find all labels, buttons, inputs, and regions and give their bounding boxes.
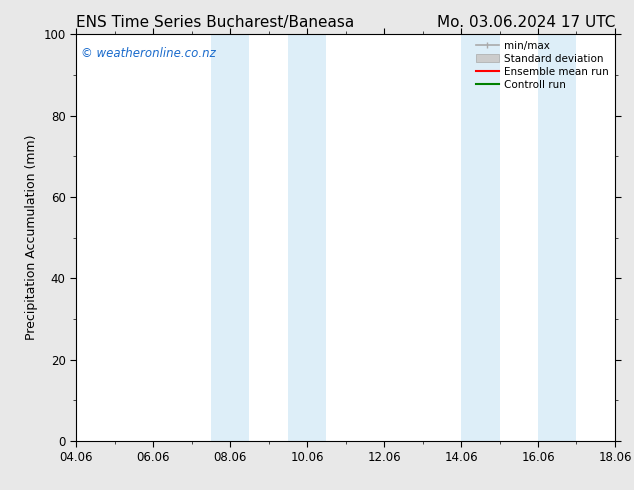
Bar [288, 34, 327, 441]
Bar [210, 34, 249, 441]
Y-axis label: Precipitation Accumulation (mm): Precipitation Accumulation (mm) [25, 135, 38, 341]
Bar [461, 34, 500, 441]
Bar [538, 34, 576, 441]
Text: © weatheronline.co.nz: © weatheronline.co.nz [81, 47, 216, 59]
Text: ENS Time Series Bucharest/Baneasa: ENS Time Series Bucharest/Baneasa [76, 15, 354, 30]
Legend: min/max, Standard deviation, Ensemble mean run, Controll run: min/max, Standard deviation, Ensemble me… [472, 36, 613, 94]
Text: Mo. 03.06.2024 17 UTC: Mo. 03.06.2024 17 UTC [437, 15, 615, 30]
